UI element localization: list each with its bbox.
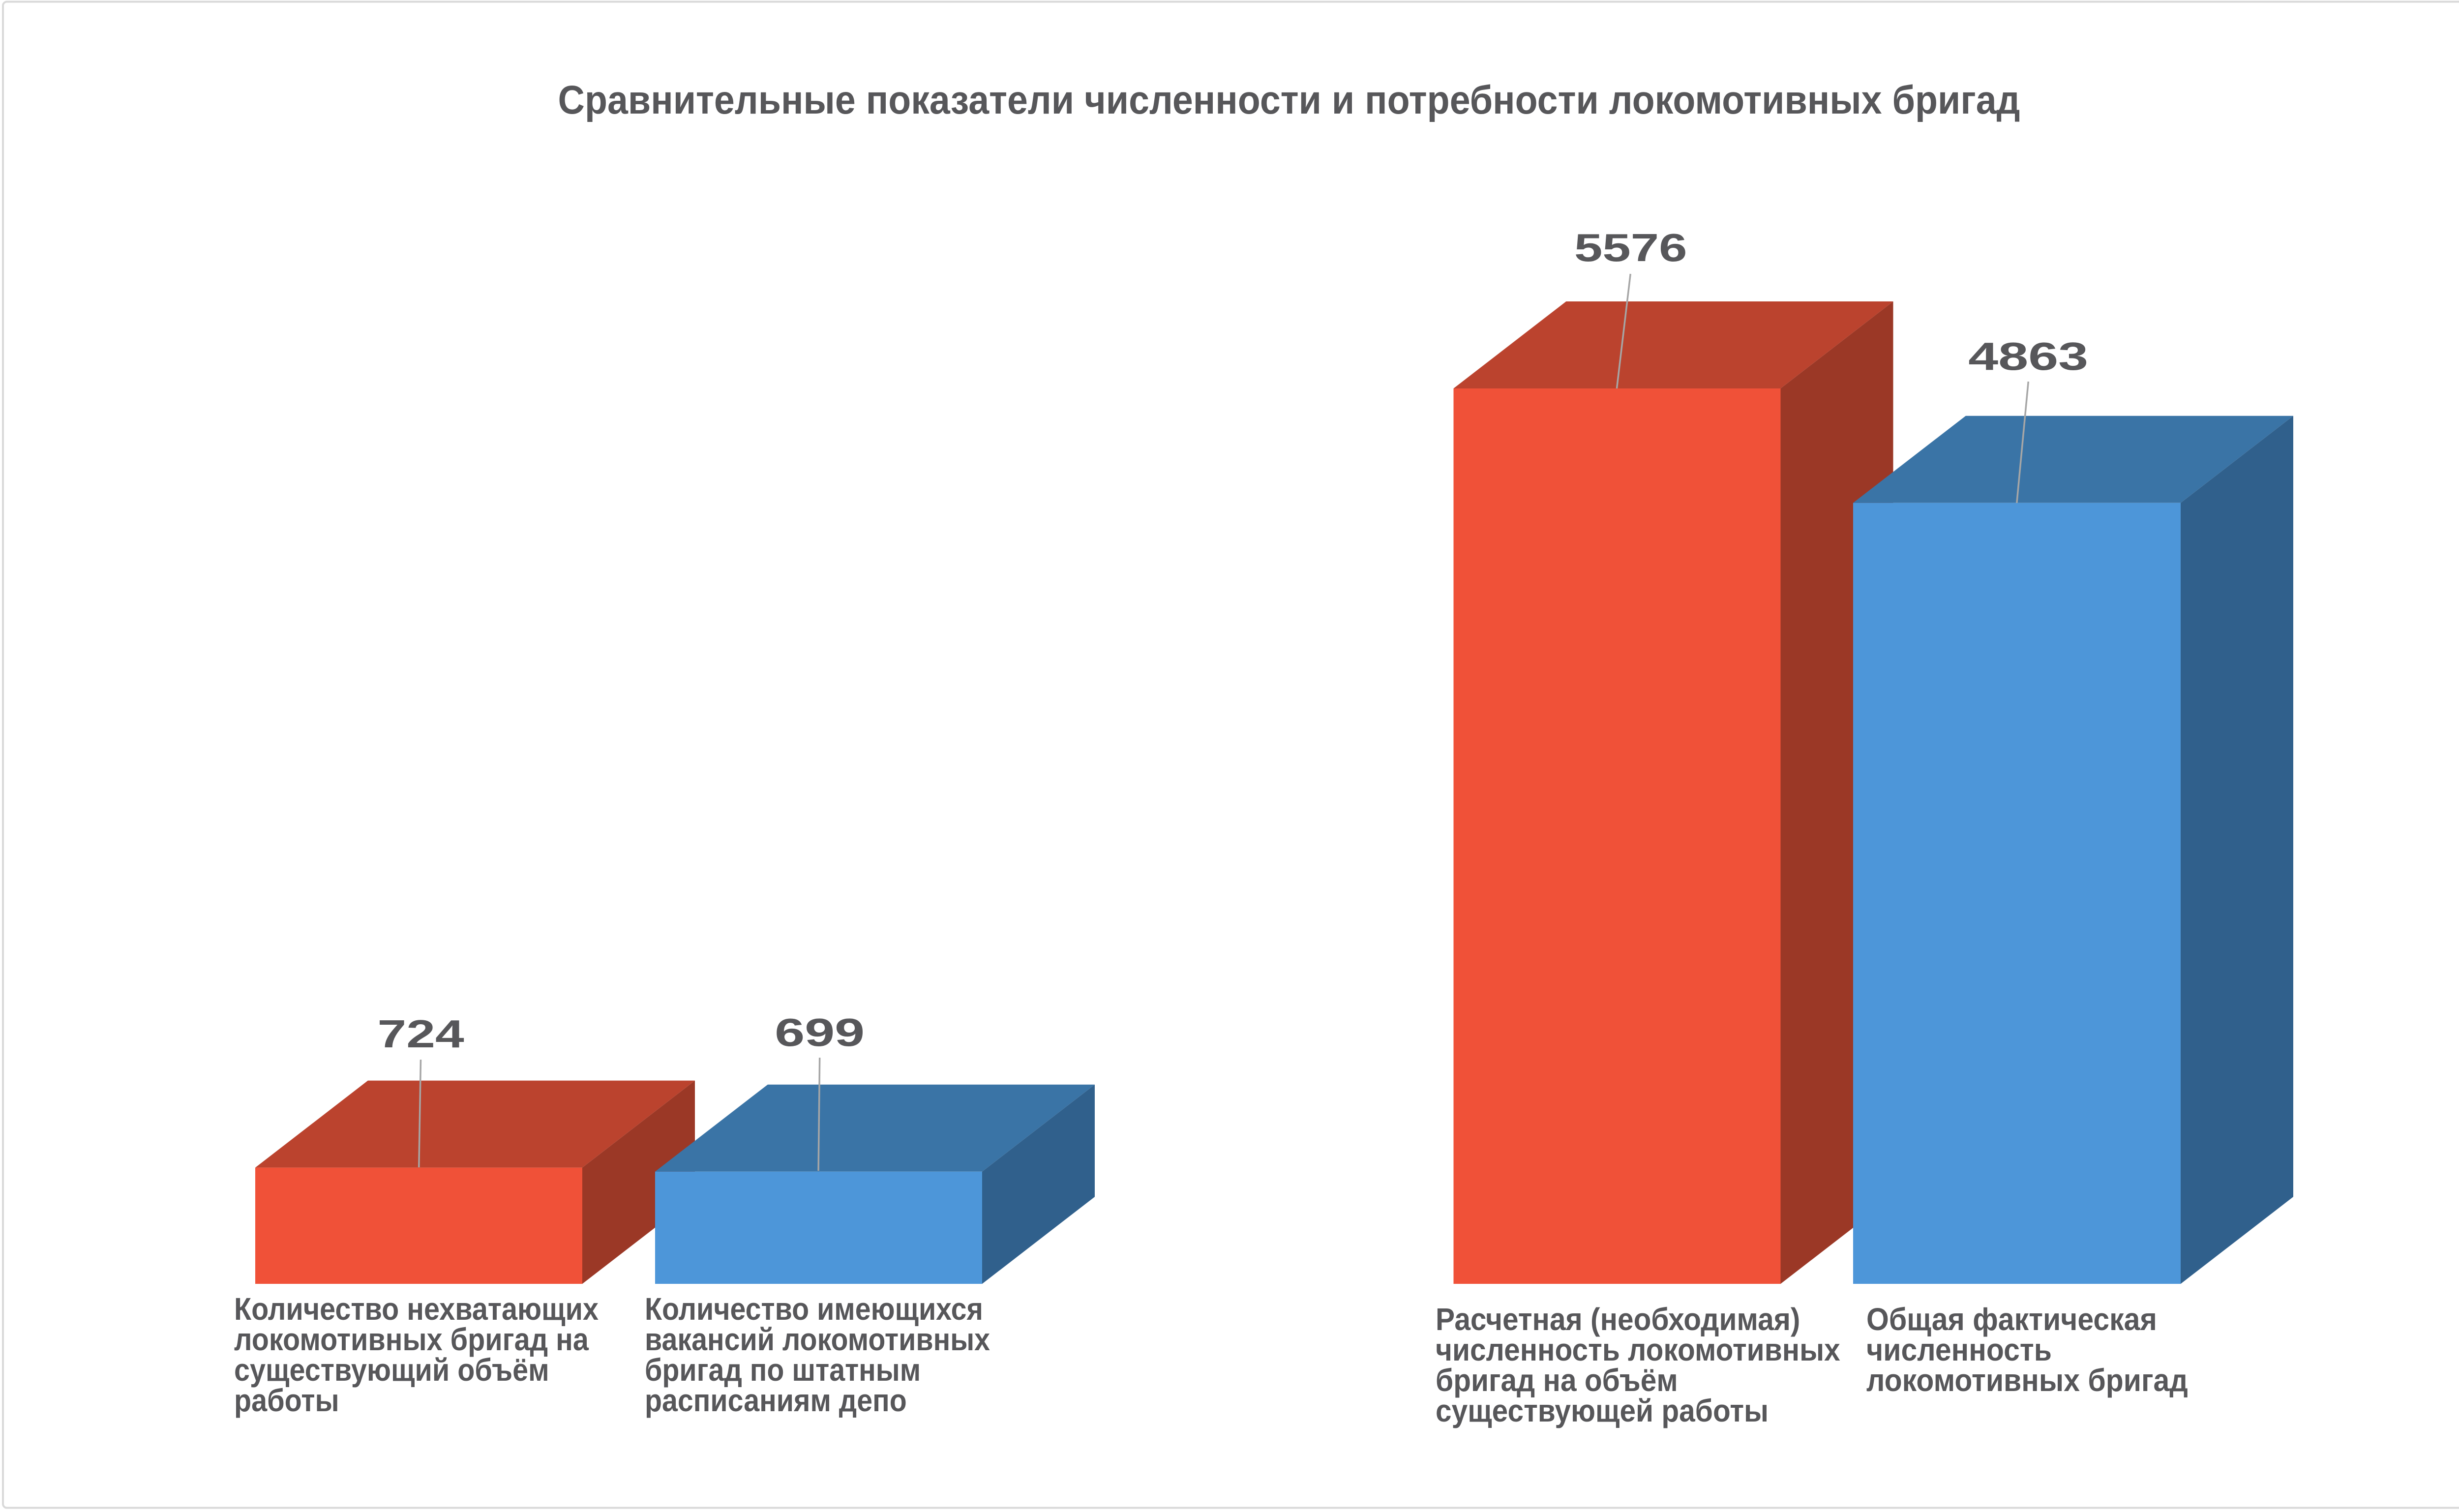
svg-text:4863: 4863 [1968, 334, 2088, 378]
svg-text:численность: численность [1866, 1333, 2052, 1368]
svg-text:699: 699 [775, 1010, 865, 1054]
svg-text:локомотивных бригад на: локомотивных бригад на [234, 1322, 589, 1357]
svg-text:вакансий локомотивных: вакансий локомотивных [645, 1322, 990, 1357]
svg-text:724: 724 [378, 1011, 464, 1056]
svg-text:работы: работы [234, 1383, 339, 1418]
svg-text:численность локомотивных: численность локомотивных [1436, 1333, 1840, 1368]
svg-text:5576: 5576 [1574, 225, 1687, 269]
svg-text:расписаниям депо: расписаниям депо [645, 1383, 907, 1418]
svg-text:Количество имеющихся: Количество имеющихся [645, 1291, 983, 1327]
svg-text:существующей работы: существующей работы [1436, 1393, 1769, 1429]
svg-text:локомотивных бригад: локомотивных бригад [1866, 1363, 2188, 1398]
svg-text:Общая фактическая: Общая фактическая [1866, 1302, 2157, 1337]
svg-text:бригад на объём: бригад на объём [1436, 1363, 1678, 1398]
svg-text:Сравнительные показатели числе: Сравнительные показатели численности и п… [558, 77, 2020, 122]
svg-text:Расчетная (необходимая): Расчетная (необходимая) [1436, 1302, 1800, 1337]
svg-text:Количество нехватающих: Количество нехватающих [234, 1291, 599, 1327]
svg-text:бригад по штатным: бригад по штатным [645, 1352, 921, 1388]
svg-text:существующий объём: существующий объём [234, 1352, 549, 1388]
